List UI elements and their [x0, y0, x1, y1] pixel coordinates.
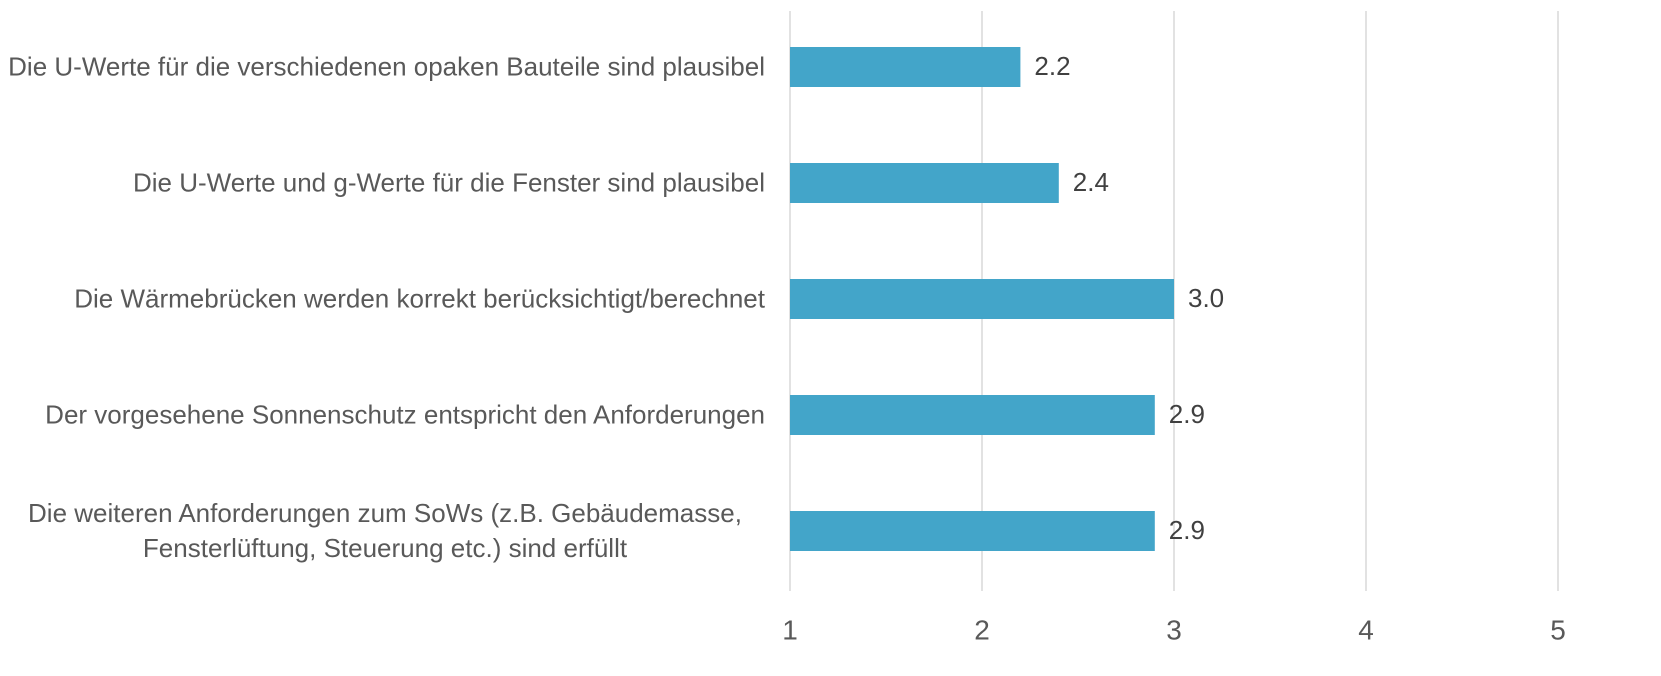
y-tick-label-box: Die U-Werte für die verschiedenen opaken… — [5, 50, 765, 85]
bar — [790, 47, 1021, 87]
x-tick-label: 4 — [1358, 614, 1374, 645]
value-label: 2.4 — [1073, 167, 1109, 197]
y-tick-label: Die U-Werte für die verschiedenen opaken… — [8, 51, 765, 82]
y-tick-label: Die U-Werte und g-Werte für die Fenster … — [133, 167, 765, 198]
y-tick-label-box: Die Wärmebrücken werden korrekt berücksi… — [5, 282, 765, 317]
y-tick-label-box: Der vorgesehene Sonnenschutz entspricht … — [5, 398, 765, 433]
value-label: 2.9 — [1169, 399, 1205, 429]
bar — [790, 163, 1059, 203]
value-label: 2.2 — [1034, 51, 1070, 81]
y-tick-label: Die weiteren Anforderungen zum SoWs (z.B… — [28, 498, 742, 563]
value-label: 2.9 — [1169, 515, 1205, 545]
x-tick-label: 2 — [974, 614, 990, 645]
value-label: 3.0 — [1188, 283, 1224, 313]
bar — [790, 395, 1155, 435]
y-tick-label-box: Die weiteren Anforderungen zum SoWs (z.B… — [5, 496, 765, 566]
y-tick-label: Die Wärmebrücken werden korrekt berücksi… — [74, 283, 765, 314]
x-tick-label: 3 — [1166, 614, 1182, 645]
x-tick-label: 1 — [782, 614, 798, 645]
y-tick-label: Der vorgesehene Sonnenschutz entspricht … — [45, 399, 765, 430]
x-tick-label: 5 — [1550, 614, 1566, 645]
bar — [790, 511, 1155, 551]
bar — [790, 279, 1174, 319]
y-tick-label-box: Die U-Werte und g-Werte für die Fenster … — [5, 166, 765, 201]
